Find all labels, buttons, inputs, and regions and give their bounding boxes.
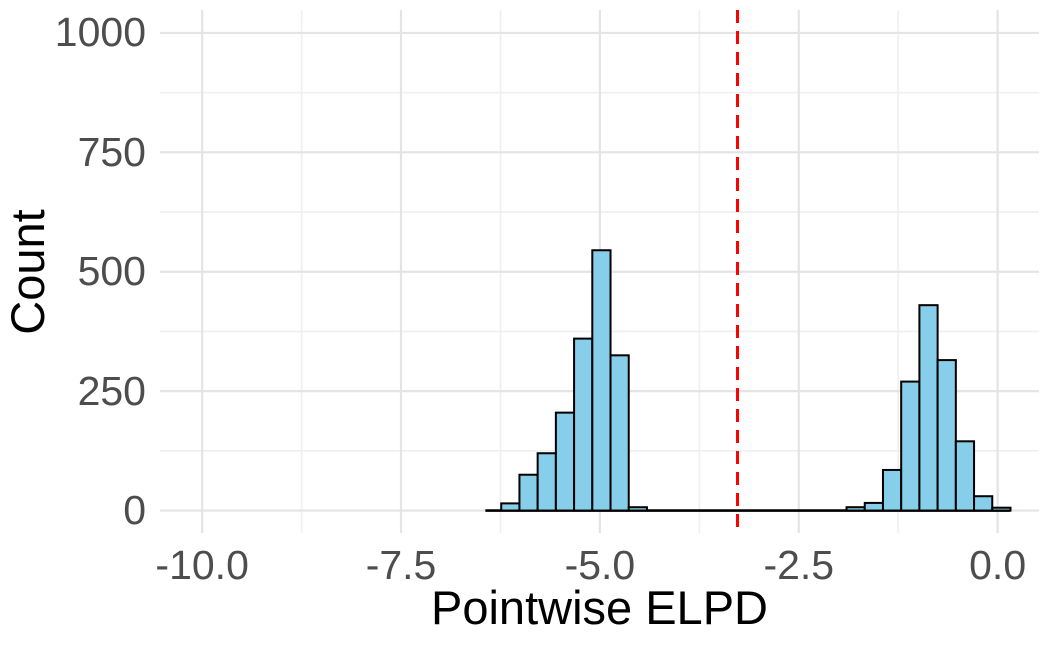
x-axis-title: Pointwise ELPD [431, 581, 768, 634]
y-tick-label: 1000 [54, 9, 146, 56]
histogram-bar [500, 502, 521, 512]
histogram-bar [627, 506, 648, 512]
histogram-bar [536, 452, 557, 512]
histogram-bar [554, 411, 576, 512]
histogram-bar [591, 249, 612, 512]
y-tick-label: 500 [77, 248, 146, 295]
histogram-bar [573, 337, 594, 512]
histogram-bar [609, 354, 630, 512]
y-tick-label: 250 [77, 367, 146, 414]
histogram-bar [845, 506, 866, 512]
y-tick-label: 750 [77, 128, 146, 175]
histogram-bar [973, 495, 994, 512]
x-tick-label: -10.0 [155, 542, 249, 588]
y-tick-label: 0 [123, 487, 146, 534]
histogram-bar [991, 506, 1012, 512]
histogram-bar [918, 304, 939, 512]
histogram-bar [881, 468, 903, 512]
histogram-bar [900, 380, 921, 512]
histogram-bar [936, 359, 957, 512]
x-tick-label: -5.0 [564, 542, 636, 588]
x-tick-label: 0.0 [969, 542, 1027, 588]
histogram-bar [863, 501, 884, 512]
histogram-bar [518, 473, 539, 512]
x-tick-label: -7.5 [365, 542, 437, 588]
x-tick-label: -2.5 [763, 542, 835, 588]
histogram-bar [954, 440, 976, 512]
